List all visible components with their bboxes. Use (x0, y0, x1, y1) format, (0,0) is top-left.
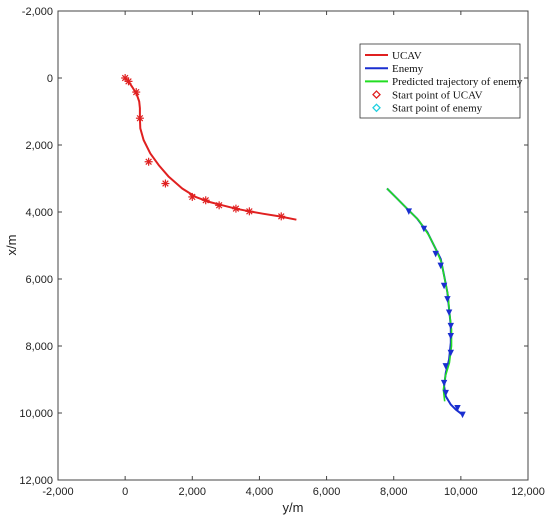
y-tick-label: 10,000 (19, 408, 53, 420)
x-tick-label: -2,000 (42, 486, 73, 498)
x-tick-label: 6,000 (313, 486, 341, 498)
legend-diamond-swatch (372, 90, 381, 100)
legend-diamond-swatch (372, 103, 381, 113)
ucav-marker (201, 196, 210, 205)
legend-label: Start point of enemy (392, 103, 483, 115)
enemy-marker (442, 363, 449, 370)
ucav-marker (132, 88, 141, 97)
enemy-marker (432, 250, 439, 258)
y-tick-label: 0 (47, 73, 53, 85)
y-tick-label: 2,000 (25, 140, 53, 152)
y-tick-label: 8,000 (25, 341, 53, 353)
enemy-marker (437, 262, 444, 270)
x-tick-label: 2,000 (179, 486, 207, 498)
legend-entry: Predicted trajectory of enemy (365, 76, 523, 88)
y-axis-label: x/m (4, 235, 19, 256)
enemy-marker (420, 225, 428, 233)
enemy-marker (440, 379, 448, 387)
x-tick-label: 12,000 (511, 486, 545, 498)
ucav-marker (245, 207, 254, 216)
enemy-marker (444, 296, 451, 303)
legend-label: UCAV (392, 50, 422, 62)
enemy-marker (454, 404, 461, 412)
x-tick-label: 4,000 (246, 486, 274, 498)
ucav-marker (231, 204, 240, 213)
enemy-marker (405, 208, 413, 215)
enemy-marker (447, 349, 454, 357)
series-line-predicted-trajectory-of-enemy (386, 187, 453, 402)
ucav-marker (135, 114, 144, 123)
ucav-marker (161, 179, 170, 188)
ucav-marker (215, 201, 224, 210)
y-tick-label: 12,000 (19, 475, 53, 487)
legend-entry: UCAV (365, 50, 422, 62)
y-tick-label: 6,000 (25, 274, 53, 286)
x-tick-label: 10,000 (444, 486, 478, 498)
y-tick-label: 4,000 (25, 207, 53, 219)
series-line-ucav (124, 77, 297, 221)
legend-entry: Start point of enemy (372, 103, 483, 115)
enemy-marker (447, 322, 454, 330)
y-tick-label: -2,000 (22, 6, 53, 18)
legend-label: Start point of UCAV (392, 89, 483, 101)
legend-label: Predicted trajectory of enemy (392, 76, 523, 88)
legend-label: Enemy (392, 63, 424, 75)
ucav-marker (277, 212, 286, 221)
enemy-marker (440, 282, 448, 290)
legend-entry: Start point of UCAV (372, 89, 483, 101)
ucav-marker (124, 77, 133, 86)
ucav-marker (188, 192, 197, 201)
enemy-marker (447, 332, 454, 340)
x-axis-label: y/m (283, 500, 304, 515)
ucav-marker (144, 157, 153, 166)
enemy-marker (445, 309, 453, 316)
enemy-marker (442, 389, 449, 397)
legend-entry: Enemy (365, 63, 424, 75)
x-tick-label: 0 (122, 486, 128, 498)
enemy-marker (459, 411, 466, 419)
x-tick-label: 8,000 (380, 486, 408, 498)
